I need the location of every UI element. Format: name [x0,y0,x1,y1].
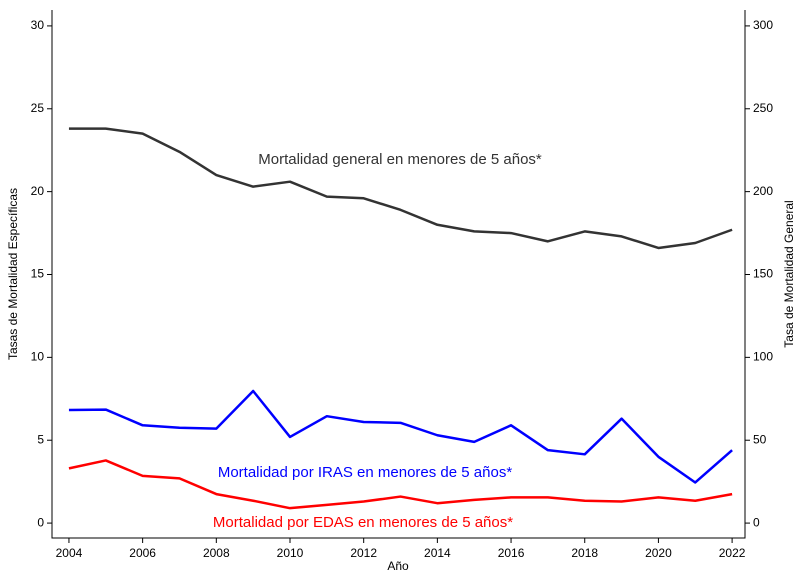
y2-tick-label: 100 [753,350,773,364]
series-annotation: Mortalidad por IRAS en menores de 5 años… [218,464,512,481]
y-tick-label: 0 [37,515,44,529]
x-tick-label: 2016 [498,546,525,560]
y-tick-label: 15 [31,267,45,281]
x-tick-label: 2020 [645,546,672,560]
y2-axis-label: Tasa de Mortalidad General [782,200,796,347]
y-tick-label: 10 [31,350,45,364]
y-tick-label: 30 [31,18,45,32]
x-axis-label: Año [387,559,409,573]
x-tick-label: 2014 [424,546,451,560]
x-tick-label: 2006 [129,546,156,560]
y-axis-label: Tasas de Mortalidad Específicas [6,188,20,360]
y2-tick-label: 150 [753,267,773,281]
y-tick-label: 25 [31,101,45,115]
x-tick-label: 2012 [350,546,377,560]
y2-tick-label: 200 [753,184,773,198]
y-tick-label: 20 [31,184,45,198]
y2-tick-label: 0 [753,515,760,529]
series-annotation: Mortalidad por EDAS en menores de 5 años… [213,514,513,531]
x-tick-label: 2010 [277,546,304,560]
x-tick-label: 2004 [56,546,83,560]
y-tick-label: 5 [37,432,44,446]
series-annotation: Mortalidad general en menores de 5 años* [258,151,542,168]
series-line [68,459,733,510]
series-line [68,389,733,484]
x-tick-label: 2008 [203,546,230,560]
y2-tick-label: 300 [753,18,773,32]
series-line [68,127,733,250]
x-tick-label: 2018 [571,546,598,560]
y2-tick-label: 50 [753,432,767,446]
x-tick-label: 2022 [719,546,746,560]
y2-tick-label: 250 [753,101,773,115]
axis-frame [51,10,746,539]
